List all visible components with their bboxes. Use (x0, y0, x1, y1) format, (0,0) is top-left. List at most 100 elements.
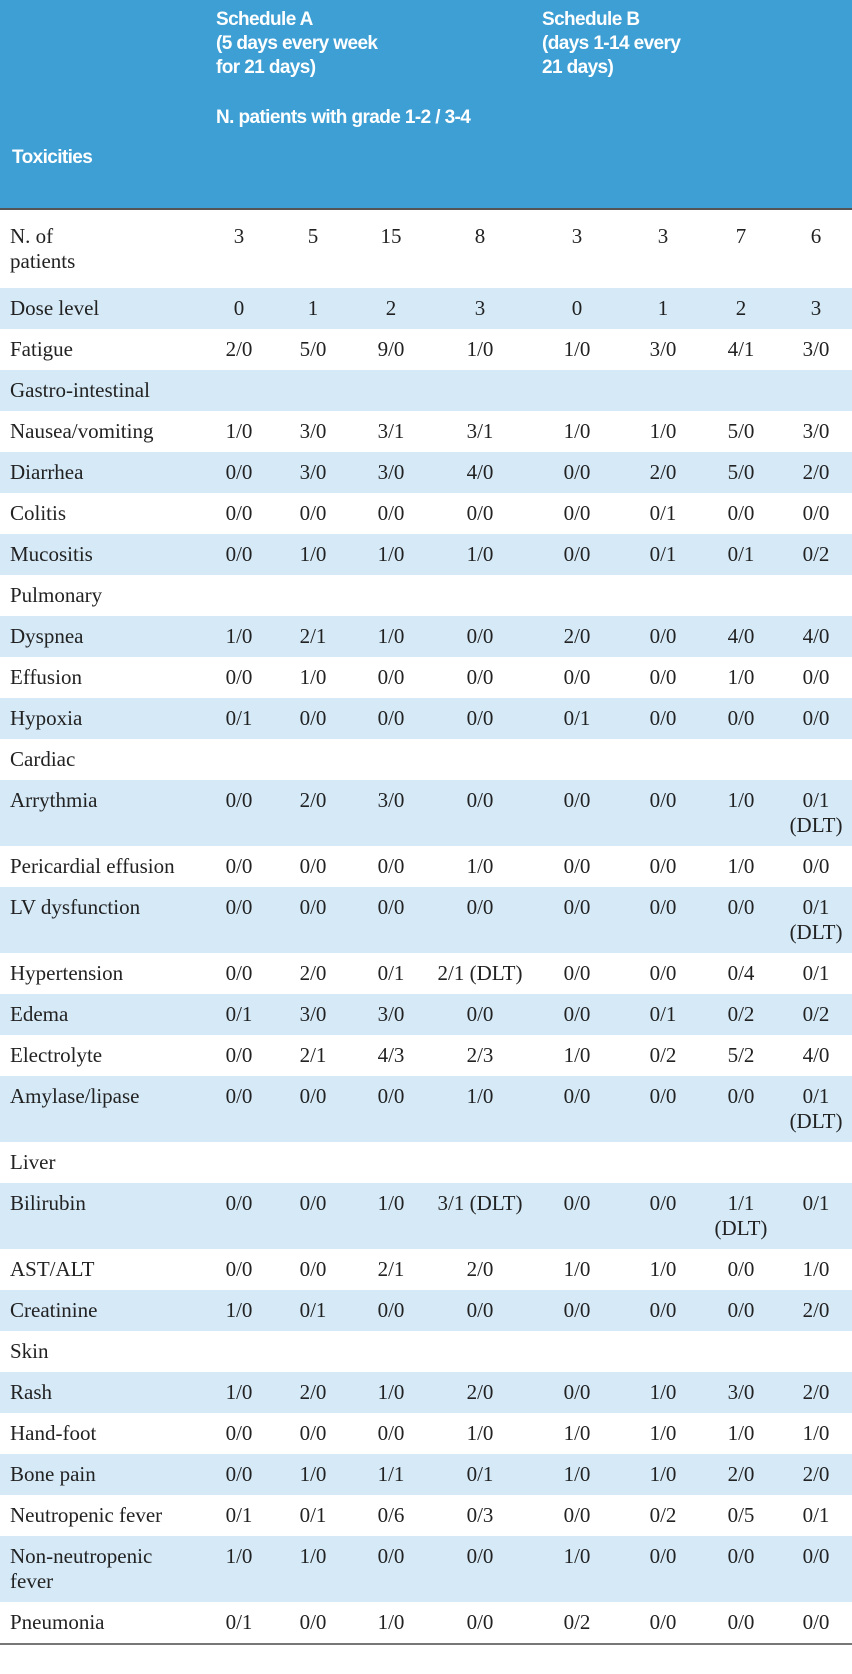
row-label: Dose level (10, 296, 100, 320)
cell-value: 0/1 (802, 1191, 830, 1215)
row-label: Mucositis (10, 542, 93, 566)
row-label-cell: Bone pain (0, 1454, 204, 1495)
data-cell: 0/0 (274, 698, 352, 739)
header-text: 21 days) (542, 57, 614, 78)
row-label: Bone pain (10, 1462, 96, 1486)
row-label-cell: Non-neutropenic fever (0, 1536, 204, 1602)
data-cell: 6 (780, 209, 852, 288)
data-cell: 1 (274, 288, 352, 329)
cell-value: 2/0 (802, 1380, 830, 1404)
cell-value: 1/0 (377, 1610, 405, 1634)
cell-value: 0/0 (563, 854, 591, 878)
cell-value: 0/0 (377, 854, 405, 878)
cell-value: 2/0 (802, 460, 830, 484)
data-cell: 1/0 (530, 1454, 624, 1495)
data-cell: 4/0 (430, 452, 530, 493)
data-cell: 3 (204, 209, 274, 288)
cell-value: 0/0 (649, 788, 677, 812)
cell-value: 0/0 (727, 1084, 755, 1108)
cell-value: 1/0 (466, 854, 494, 878)
cell-value: 1/0 (299, 542, 327, 566)
cell-value: 0/0 (377, 501, 405, 525)
data-cell: 1/0 (624, 1454, 702, 1495)
data-cell: 3/0 (352, 780, 430, 846)
data-cell: 1 (624, 288, 702, 329)
data-cell: 0/0 (702, 1536, 780, 1602)
data-cell: 0/0 (204, 1035, 274, 1076)
cell-value: 0/0 (649, 706, 677, 730)
cell-value: 0/1 (802, 961, 830, 985)
cell-value: 2/0 (225, 337, 253, 361)
cell-value: 0/0 (377, 1544, 405, 1568)
cell-value: 2/0 (802, 1462, 830, 1486)
cell-value: 4/0 (727, 624, 755, 648)
data-cell: 0/1 (430, 1454, 530, 1495)
cell-value: 1/0 (299, 1544, 327, 1568)
cell-value: 0/1 (649, 1002, 677, 1026)
data-cell: 0/1 (204, 698, 274, 739)
cell-value: 0/0 (299, 1610, 327, 1634)
cell-value: 9/0 (377, 337, 405, 361)
data-cell: 0/4 (702, 953, 780, 994)
data-cell: 0/0 (430, 493, 530, 534)
data-cell: 1/0 (430, 1076, 530, 1142)
data-cell: 2/0 (780, 452, 852, 493)
cell-value: 3/0 (377, 460, 405, 484)
cell-value: 0/0 (563, 1191, 591, 1215)
data-cell: 0/0 (204, 452, 274, 493)
cell-value: 1/0 (466, 1084, 494, 1108)
data-cell: 7 (702, 209, 780, 288)
data-cell: 1/0 (702, 780, 780, 846)
row-label-cell: Hypoxia (0, 698, 204, 739)
cell-value: 0/0 (299, 854, 327, 878)
data-cell: 0/1 (780, 1183, 852, 1249)
row-label: Gastro-intestinal (10, 378, 150, 402)
header-text: Schedule A (216, 9, 313, 30)
data-cell: 0/0 (430, 1536, 530, 1602)
cell-value: 0/1 (727, 542, 755, 566)
data-cell: 0/0 (352, 1536, 430, 1602)
header-text: (5 days every week (216, 33, 378, 54)
data-cell: 0/0 (274, 493, 352, 534)
data-cell: 3 (530, 209, 624, 288)
cell-value: 1/0 (649, 419, 677, 443)
data-cell: 3 (780, 288, 852, 329)
data-cell: 1/0 (624, 1249, 702, 1290)
row-label-cell: Pneumonia (0, 1602, 204, 1645)
cell-value: 0/0 (727, 501, 755, 525)
data-cell: 0/0 (780, 493, 852, 534)
data-cell: 3/0 (780, 411, 852, 452)
data-cell: 0/0 (204, 1413, 274, 1454)
data-cell: 0/0 (624, 1076, 702, 1142)
row-label-cell: Creatinine (0, 1290, 204, 1331)
cell-value: 0/0 (802, 706, 830, 730)
cell-value: 1/0 (563, 1257, 591, 1281)
data-cell: 0/0 (430, 616, 530, 657)
data-cell: 0/1 (624, 994, 702, 1035)
cell-value: 7 (735, 224, 747, 248)
cell-value: 1/0 (563, 1421, 591, 1445)
cell-value: 1/0 (466, 542, 494, 566)
data-cell: 1/0 (274, 1454, 352, 1495)
data-cell: 2 (702, 288, 780, 329)
data-cell: 0/0 (430, 698, 530, 739)
data-cell: 0/0 (624, 1290, 702, 1331)
cell-value: 1/0 (802, 1257, 830, 1281)
data-cell: 0/0 (274, 1249, 352, 1290)
cell-value: 2/0 (299, 788, 327, 812)
cell-value: 3/0 (727, 1380, 755, 1404)
cell-value: 3/0 (299, 419, 327, 443)
data-cell: 0/0 (204, 953, 274, 994)
cell-value: 0/0 (225, 1191, 253, 1215)
data-cell: 0/0 (624, 846, 702, 887)
row-label-cell: Bilirubin (0, 1183, 204, 1249)
cell-value: 2/0 (299, 1380, 327, 1404)
table-row: Dose level 0 1 2 3 0 1 2 3 (0, 288, 852, 329)
header-text: Schedule B (542, 9, 640, 30)
data-cell: 1/1 (352, 1454, 430, 1495)
row-label-cell: Amylase/lipase (0, 1076, 204, 1142)
cell-value: 2/0 (727, 1462, 755, 1486)
table-row: Colitis 0/0 0/0 0/0 0/0 0/0 0/1 0/0 0/0 (0, 493, 852, 534)
cell-value: 0/0 (299, 1421, 327, 1445)
cell-value: 2/1 (377, 1257, 405, 1281)
